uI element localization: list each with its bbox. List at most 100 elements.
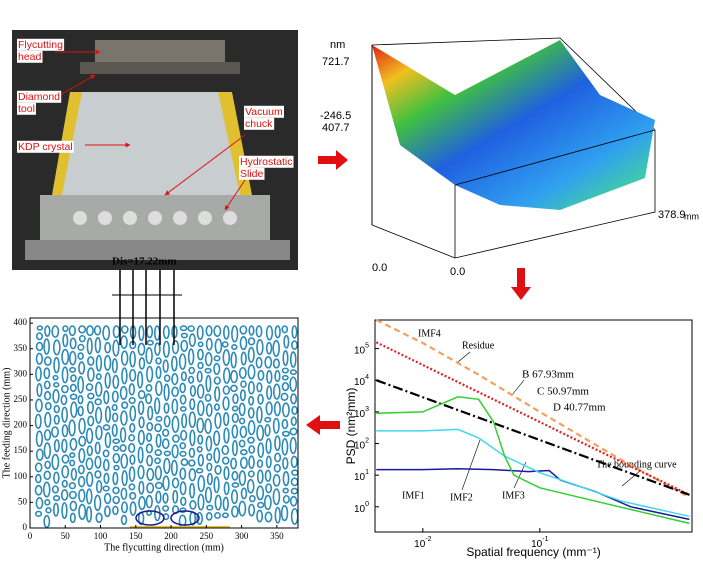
contour: [197, 341, 204, 348]
contour: [120, 453, 129, 469]
contour: [257, 442, 265, 458]
contour: [52, 494, 61, 502]
contour: [128, 466, 136, 482]
contour: [265, 401, 273, 416]
contour: [214, 412, 222, 429]
contour: [61, 454, 70, 464]
contour: [145, 384, 153, 392]
contour: [137, 400, 145, 415]
contour: [78, 503, 87, 520]
contour: [61, 438, 68, 453]
tick-label: 350: [14, 343, 28, 353]
tick-label: 200: [164, 531, 178, 541]
contour: [120, 487, 128, 500]
contour: [171, 398, 179, 415]
contour: [272, 383, 281, 400]
contour: [43, 429, 52, 441]
contour: [248, 445, 256, 454]
contour: [195, 467, 204, 474]
tick-label: 200: [14, 420, 28, 430]
contour: [281, 438, 289, 456]
contour: [214, 464, 222, 475]
contour: [61, 479, 68, 488]
photo-label: KDP crystal: [18, 141, 73, 153]
contour: [44, 411, 52, 428]
contour: [180, 339, 189, 352]
contour: [179, 481, 187, 496]
y-origin: 0.0: [450, 266, 465, 278]
photo-label: Slide: [240, 168, 264, 180]
contour: [222, 396, 230, 411]
contour: [163, 450, 172, 457]
contour: [213, 476, 220, 494]
contour: [112, 339, 120, 357]
contour: [280, 392, 289, 401]
contour: [93, 494, 102, 512]
y-max: 407.7: [322, 122, 350, 134]
contour: [103, 492, 112, 505]
contour: [257, 393, 264, 405]
contour: [86, 400, 94, 415]
tick-base: 10: [354, 440, 366, 451]
contour: [95, 425, 103, 441]
contour: [154, 481, 163, 490]
contour: [78, 435, 87, 447]
contour: [239, 336, 248, 351]
contour: [94, 381, 103, 397]
contour: [180, 429, 188, 441]
annotation: B 67.93mm: [522, 369, 574, 381]
contour: [68, 419, 76, 437]
tick-label: 103: [354, 406, 369, 420]
contour: [231, 505, 239, 518]
contour: [87, 415, 95, 427]
contour: [282, 350, 289, 367]
contour: [257, 501, 265, 509]
contour: [52, 388, 60, 404]
contour: [180, 332, 189, 339]
contour: [94, 470, 102, 479]
arrow: [318, 150, 348, 170]
contour: [230, 384, 238, 393]
contour: [120, 325, 129, 334]
contour: [290, 393, 298, 405]
contour: [119, 385, 128, 401]
contour: [247, 364, 256, 380]
contour: [102, 424, 111, 431]
contour: [43, 514, 51, 529]
contour: [291, 405, 298, 415]
contour: [290, 487, 299, 495]
tick-label: 150: [14, 445, 28, 455]
contour: [272, 488, 281, 506]
contour: [204, 351, 213, 367]
tick-label: 250: [200, 531, 214, 541]
series-line: [375, 341, 690, 496]
contour: [61, 348, 70, 365]
contour: [85, 471, 94, 488]
contour: [85, 427, 94, 444]
contour: [223, 325, 230, 340]
contour: [104, 432, 112, 449]
contour: [120, 514, 128, 525]
contour: [247, 470, 255, 478]
contour: [290, 477, 299, 487]
contour: [214, 511, 221, 519]
contour: [85, 505, 93, 523]
contour: [179, 382, 186, 394]
contour: [180, 371, 187, 382]
contour: [35, 332, 43, 341]
contour: [196, 383, 205, 399]
contour: [43, 470, 52, 481]
contour: [266, 385, 273, 400]
contour: [70, 401, 78, 418]
contour: [136, 371, 144, 389]
contour: [104, 372, 111, 389]
contour: [77, 343, 85, 351]
contour: [43, 442, 52, 460]
contour: [155, 357, 162, 365]
contour: [35, 448, 44, 461]
contour: [53, 404, 60, 414]
contour: [179, 442, 187, 450]
contour: [264, 511, 273, 523]
tick-exp: 2: [365, 437, 369, 444]
contour: [128, 442, 136, 454]
